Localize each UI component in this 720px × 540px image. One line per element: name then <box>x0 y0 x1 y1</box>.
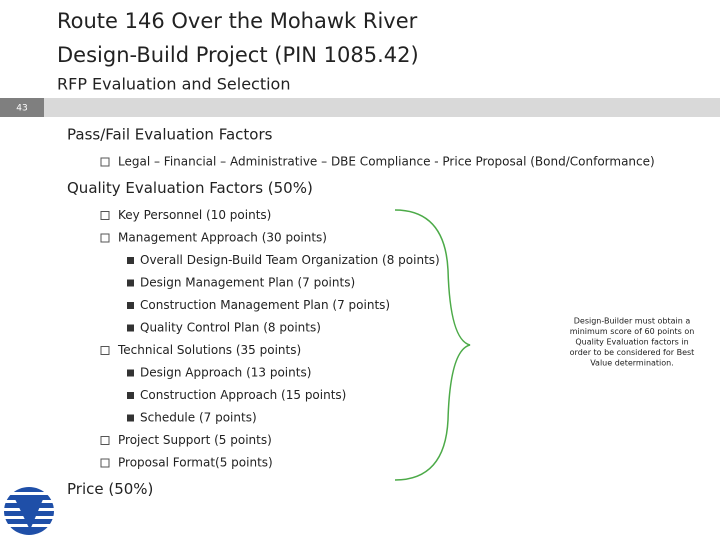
item: Key Personnel (10 points) <box>118 208 271 222</box>
item: Legal – Financial – Administrative – DBE… <box>118 155 655 169</box>
bullet-hollow <box>100 346 110 355</box>
slide-number: 43 <box>16 104 27 114</box>
subitem: Design Management Plan (7 points) <box>140 276 355 290</box>
bullet-filled <box>127 369 134 377</box>
bullet-hollow <box>100 233 110 243</box>
item: Management Approach (30 points) <box>118 231 327 245</box>
bullet-filled <box>127 257 134 264</box>
subitem: Construction Management Plan (7 points) <box>140 298 390 312</box>
title-line: Design-Build Project (PIN 1085.42) <box>57 43 419 67</box>
bullet-filled <box>127 279 134 287</box>
note-line: minimum score of 60 points on <box>570 327 695 336</box>
subtitle: RFP Evaluation and Selection <box>57 75 290 94</box>
section-heading: Price (50%) <box>67 480 153 498</box>
note-line: order to be considered for Best <box>570 348 695 357</box>
subitem: Construction Approach (15 points) <box>140 388 346 402</box>
bracket <box>394 209 471 481</box>
bullet-hollow <box>100 436 110 445</box>
title-line: Route 146 Over the Mohawk River <box>57 9 418 33</box>
bullet-hollow <box>100 157 110 167</box>
logo <box>2 487 56 535</box>
bullet-filled <box>127 302 134 309</box>
bullet-filled <box>127 392 134 399</box>
bullet-hollow <box>100 458 110 468</box>
item: Technical Solutions (35 points) <box>117 343 301 357</box>
note-line: Design-Builder must obtain a <box>574 317 691 326</box>
section-heading: Quality Evaluation Factors (50%) <box>67 179 313 197</box>
item: Project Support (5 points) <box>118 433 272 447</box>
bullet-hollow <box>100 211 110 220</box>
note-line: Value determination. <box>590 359 674 368</box>
section-heading: Pass/Fail Evaluation Factors <box>67 126 273 144</box>
bullet-filled <box>127 324 134 332</box>
subitem: Overall Design-Build Team Organization (… <box>140 253 440 267</box>
subitem: Quality Control Plan (8 points) <box>140 321 321 335</box>
bullet-filled <box>127 414 134 422</box>
note-line: Quality Evaluation factors in <box>575 338 688 347</box>
subitem: Design Approach (13 points) <box>140 366 311 380</box>
item: Proposal Format(5 points) <box>118 456 273 470</box>
slide-bar <box>0 98 720 117</box>
subitem: Schedule (7 points) <box>140 411 257 425</box>
slide-number-box <box>0 98 44 117</box>
